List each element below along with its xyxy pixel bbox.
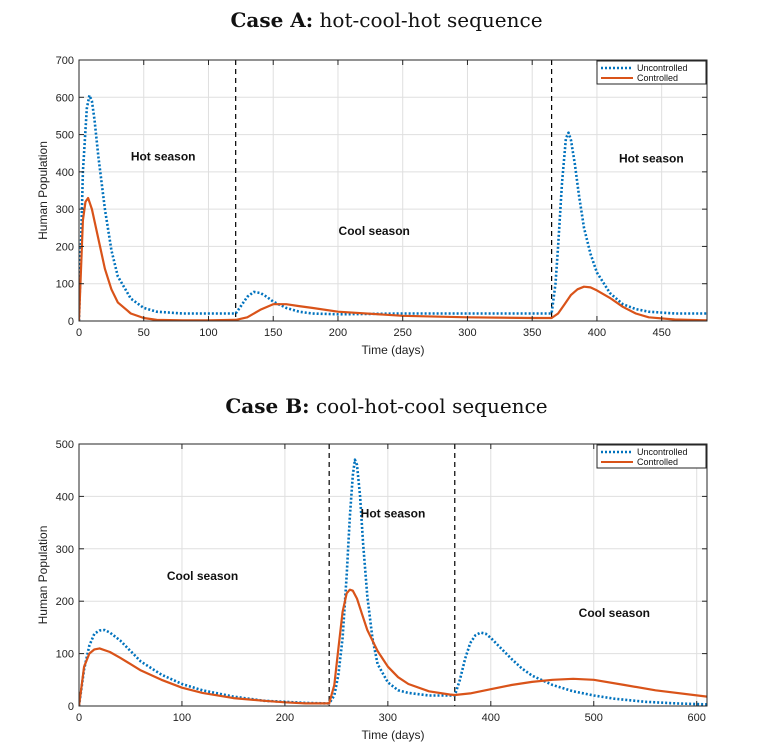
y-tick-label: 600	[56, 92, 74, 104]
x-tick-label: 300	[458, 327, 476, 339]
series-line-controlled	[79, 588, 707, 706]
season-annotation: Hot season	[131, 150, 196, 164]
series-line-uncontrolled	[79, 94, 707, 321]
season-annotation: Hot season	[619, 152, 684, 166]
y-tick-label: 500	[56, 130, 74, 142]
x-tick-label: 0	[76, 327, 82, 339]
chart-a: 0 50 100 150 200 250 300 350 400 450 0 100 200 300 400…	[36, 55, 708, 357]
y-tick-label: 400	[56, 491, 74, 503]
plot-area	[79, 60, 707, 321]
y-tick-label: 100	[56, 279, 74, 291]
season-annotation: Cool season	[579, 606, 650, 620]
y-tick-label: 300	[56, 204, 74, 216]
x-tick-label: 100	[199, 327, 217, 339]
series-line-uncontrolled	[79, 458, 707, 706]
x-tick-label: 350	[523, 327, 541, 339]
legend-label: Uncontrolled	[637, 447, 688, 457]
y-tick-label: 200	[56, 241, 74, 253]
y-tick-label: 700	[56, 55, 74, 67]
series-line-controlled	[79, 196, 707, 321]
y-tick-label: 400	[56, 167, 74, 179]
x-tick-label: 300	[379, 712, 397, 724]
x-tick-label: 500	[585, 712, 603, 724]
x-tick-label: 450	[653, 327, 671, 339]
axes-frame	[78, 59, 708, 322]
x-tick-label: 400	[588, 327, 606, 339]
y-tick-label: 0	[68, 316, 74, 328]
x-axis-label: Time (days)	[362, 343, 425, 357]
y-tick-label: 100	[56, 649, 74, 661]
x-tick-label: 400	[482, 712, 500, 724]
x-tick-label: 0	[76, 712, 82, 724]
season-annotation: Hot season	[361, 506, 426, 520]
plot-area	[79, 444, 707, 706]
season-annotation: Cool season	[339, 224, 410, 238]
x-tick-label: 200	[276, 712, 294, 724]
x-tick-label: 50	[138, 327, 150, 339]
axes-frame	[78, 443, 708, 707]
x-tick-label: 600	[688, 712, 706, 724]
chart-b: 0 100 200 300 400 500 600 0 100 200 300 400 500 Time …	[36, 439, 708, 742]
x-axis-label: Time (days)	[362, 728, 425, 742]
legend-label: Controlled	[637, 457, 678, 467]
y-tick-label: 0	[68, 701, 74, 713]
x-tick-label: 100	[173, 712, 191, 724]
y-tick-label: 300	[56, 544, 74, 556]
legend-label: Uncontrolled	[637, 63, 688, 73]
x-tick-label: 200	[329, 327, 347, 339]
y-tick-label: 200	[56, 596, 74, 608]
chart-b-title: Case B: cool-hot-cool sequence	[225, 394, 548, 418]
legend-label: Controlled	[637, 73, 678, 83]
x-tick-label: 150	[264, 327, 282, 339]
chart-a-title: Case A: hot-cool-hot sequence	[230, 8, 543, 32]
y-axis-label: Human Population	[36, 141, 50, 240]
y-axis-label: Human Population	[36, 526, 50, 625]
season-annotation: Cool season	[167, 569, 238, 583]
y-tick-label: 500	[56, 439, 74, 451]
x-tick-label: 250	[394, 327, 412, 339]
